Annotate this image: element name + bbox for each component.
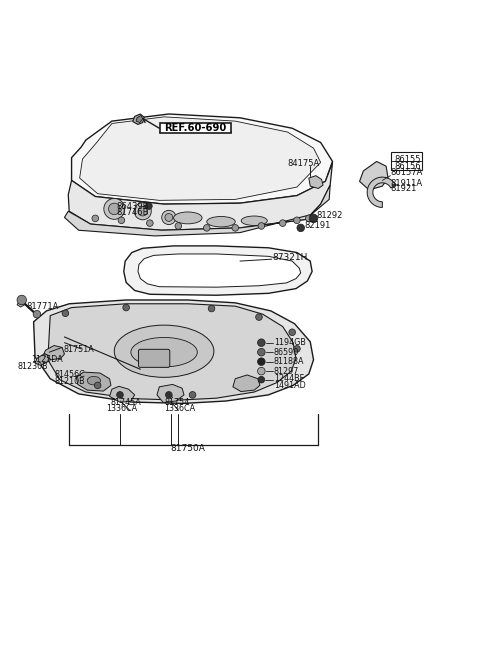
Circle shape: [175, 223, 181, 229]
Circle shape: [294, 346, 300, 352]
Text: 81771A: 81771A: [26, 302, 59, 310]
Text: 81188A: 81188A: [274, 357, 304, 366]
FancyBboxPatch shape: [138, 349, 170, 367]
Text: 81746B: 81746B: [117, 208, 149, 217]
Text: 86439B: 86439B: [117, 202, 149, 211]
Text: 81745A: 81745A: [111, 398, 142, 407]
Circle shape: [204, 225, 210, 231]
Polygon shape: [124, 246, 312, 295]
Text: 81911A: 81911A: [391, 179, 423, 188]
Circle shape: [258, 348, 265, 356]
Circle shape: [145, 202, 152, 210]
Polygon shape: [138, 254, 301, 287]
Circle shape: [104, 198, 125, 219]
Text: 86156: 86156: [394, 162, 421, 171]
Circle shape: [289, 329, 296, 335]
Circle shape: [189, 392, 196, 398]
Polygon shape: [157, 384, 184, 402]
Text: 1194GB: 1194GB: [274, 338, 306, 347]
Polygon shape: [367, 177, 396, 208]
Circle shape: [258, 223, 264, 229]
Text: 81751A: 81751A: [63, 345, 94, 354]
Circle shape: [258, 358, 265, 365]
Ellipse shape: [114, 325, 214, 377]
Circle shape: [294, 217, 300, 223]
Circle shape: [146, 220, 153, 227]
Text: 84175A: 84175A: [288, 159, 320, 168]
Circle shape: [95, 382, 101, 388]
Circle shape: [134, 202, 151, 220]
Ellipse shape: [207, 217, 235, 227]
Text: 81230B: 81230B: [17, 362, 48, 371]
Ellipse shape: [241, 216, 267, 225]
Circle shape: [305, 215, 312, 221]
Ellipse shape: [174, 212, 202, 224]
Polygon shape: [109, 386, 135, 402]
Text: 81297: 81297: [274, 367, 299, 376]
Circle shape: [17, 295, 26, 305]
Polygon shape: [136, 115, 143, 122]
Polygon shape: [233, 375, 260, 392]
Polygon shape: [72, 114, 333, 204]
Polygon shape: [35, 354, 49, 365]
Text: 1125DA: 1125DA: [31, 355, 63, 364]
Circle shape: [309, 214, 318, 223]
Circle shape: [117, 392, 123, 398]
Circle shape: [62, 310, 69, 316]
Polygon shape: [76, 372, 111, 391]
Text: 87321H: 87321H: [272, 253, 308, 262]
Circle shape: [123, 305, 130, 311]
Text: REF.60-690: REF.60-690: [164, 122, 227, 133]
Circle shape: [166, 392, 172, 398]
FancyBboxPatch shape: [160, 123, 231, 132]
Ellipse shape: [131, 337, 197, 367]
Polygon shape: [309, 176, 323, 189]
Circle shape: [258, 377, 264, 383]
Text: 81921: 81921: [391, 185, 417, 193]
Circle shape: [92, 215, 98, 221]
Text: 81754: 81754: [164, 398, 189, 407]
Text: 1491AD: 1491AD: [274, 381, 306, 390]
Circle shape: [118, 217, 125, 223]
Circle shape: [279, 220, 286, 227]
Text: 81210B: 81210B: [54, 377, 84, 386]
Circle shape: [138, 206, 147, 216]
Polygon shape: [48, 304, 296, 400]
Text: 81750A: 81750A: [170, 445, 205, 453]
Circle shape: [297, 224, 304, 232]
Circle shape: [162, 210, 176, 225]
Text: 1336CA: 1336CA: [106, 403, 137, 413]
Circle shape: [232, 225, 239, 231]
Polygon shape: [68, 162, 333, 231]
FancyBboxPatch shape: [391, 153, 422, 170]
Polygon shape: [43, 346, 64, 360]
Text: 1244BF: 1244BF: [274, 374, 304, 383]
Polygon shape: [80, 117, 321, 200]
Text: 81292: 81292: [316, 211, 342, 220]
Text: 82191: 82191: [304, 221, 330, 231]
Circle shape: [208, 305, 215, 312]
Ellipse shape: [87, 377, 100, 385]
Circle shape: [256, 314, 262, 320]
Polygon shape: [360, 161, 388, 190]
Text: 86155: 86155: [394, 155, 420, 164]
Text: 1336CA: 1336CA: [164, 403, 195, 413]
Text: 86157A: 86157A: [390, 168, 423, 178]
Text: 86590: 86590: [274, 348, 299, 357]
Circle shape: [33, 310, 41, 318]
Circle shape: [108, 203, 120, 215]
Circle shape: [258, 339, 265, 346]
Polygon shape: [34, 300, 313, 403]
Polygon shape: [133, 114, 144, 124]
Circle shape: [165, 214, 173, 221]
Text: 81456C: 81456C: [55, 371, 86, 379]
Polygon shape: [17, 298, 25, 307]
Polygon shape: [64, 185, 330, 236]
Circle shape: [258, 367, 265, 375]
